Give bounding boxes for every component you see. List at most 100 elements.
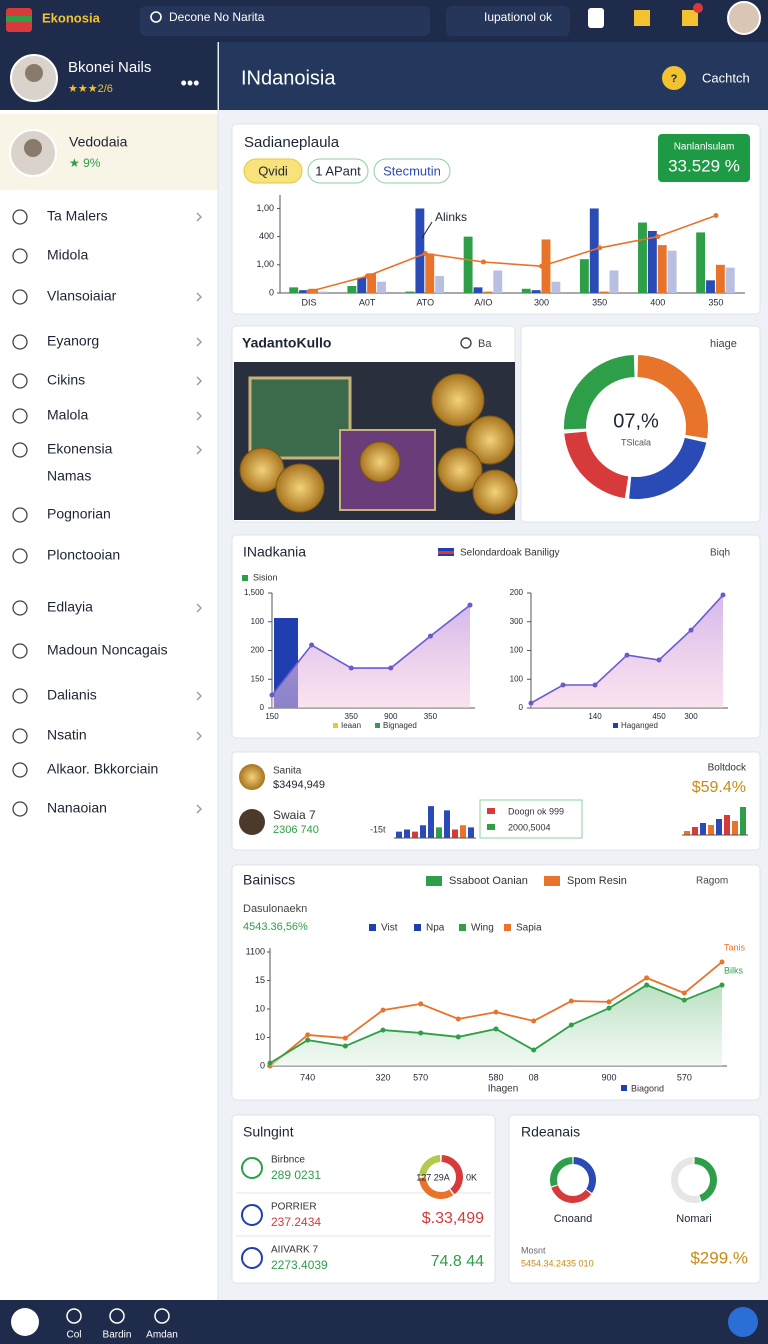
- label: Bignaged: [383, 721, 417, 730]
- label: Birbnce: [271, 1155, 305, 1166]
- icon[interactable]: [588, 8, 604, 28]
- label[interactable]: hiage: [710, 338, 737, 350]
- icon[interactable]: [634, 10, 650, 26]
- chevron: [196, 337, 202, 347]
- menu-item[interactable]: Namas: [47, 468, 91, 484]
- label: Bainiscs: [243, 872, 295, 888]
- home-button[interactable]: [11, 1308, 39, 1336]
- search-icon: [460, 337, 472, 349]
- label: Iupationol ok: [484, 10, 553, 24]
- y-tick-label: 0: [269, 287, 274, 297]
- x-tick-label: 150: [265, 712, 279, 721]
- x-tick-label: 08: [529, 1072, 539, 1082]
- help-icon[interactable]: [662, 66, 686, 90]
- more-icon[interactable]: •••: [181, 73, 200, 93]
- point: [380, 1007, 386, 1013]
- label: ★ 9%: [69, 156, 101, 170]
- chevron: [196, 804, 202, 814]
- menu-item[interactable]: Cikins: [47, 372, 85, 388]
- menu-item[interactable]: Dalianis: [47, 687, 97, 703]
- label[interactable]: Biqh: [710, 548, 730, 559]
- menu-item[interactable]: Malola: [47, 407, 88, 423]
- bar: [347, 285, 357, 293]
- label: Sulngint: [243, 1124, 294, 1140]
- nav-icon[interactable]: [66, 1308, 82, 1324]
- chip[interactable]: [243, 158, 303, 184]
- y-tick-label: 200: [251, 646, 265, 655]
- point: [427, 633, 433, 639]
- label: 4543.36,56%: [243, 921, 308, 933]
- label: ★★★2/6: [68, 83, 113, 95]
- chevron: [196, 445, 202, 455]
- donut-segment: [551, 1185, 592, 1203]
- chevron: [196, 691, 202, 701]
- menu-icon: [12, 762, 28, 778]
- menu-icon: [12, 643, 28, 659]
- nav-icon[interactable]: [154, 1308, 170, 1324]
- menu-item[interactable]: Vlansoiaiar: [47, 288, 117, 304]
- bar: [657, 245, 667, 293]
- menu-icon: [12, 801, 28, 817]
- legend-swatch: [242, 575, 248, 581]
- legend-swatch: [438, 551, 454, 554]
- menu-icon: [12, 373, 28, 389]
- menu-item[interactable]: Edlayia: [47, 599, 93, 615]
- menu-item[interactable]: Madoun Noncagais: [47, 642, 168, 658]
- point: [681, 990, 687, 996]
- bar: [692, 827, 698, 835]
- avatar[interactable]: [727, 1, 761, 35]
- point: [364, 273, 370, 279]
- x-tick-label: 320: [375, 1072, 390, 1082]
- menu-item[interactable]: Alkaor. Bkkorciain: [47, 761, 158, 777]
- menu-item[interactable]: Nsatin: [47, 727, 87, 743]
- point: [531, 1018, 537, 1024]
- legend-swatch: [426, 876, 442, 886]
- label[interactable]: Ragom: [696, 876, 728, 887]
- nav-label[interactable]: Bardin: [103, 1330, 132, 1341]
- nav-label[interactable]: Amdan: [146, 1330, 178, 1341]
- menu-item[interactable]: Pognorian: [47, 506, 111, 522]
- nav-label[interactable]: Col: [66, 1330, 81, 1341]
- label[interactable]: Ba: [478, 338, 492, 350]
- point: [418, 1030, 424, 1036]
- label: Sanita: [273, 766, 302, 777]
- action-button[interactable]: [728, 1307, 758, 1337]
- x-tick-label: 350: [424, 712, 438, 721]
- bar: [579, 259, 589, 293]
- series-label: Bilks: [724, 965, 744, 975]
- icon[interactable]: [682, 10, 698, 26]
- nav-icon[interactable]: [109, 1308, 125, 1324]
- menu-item[interactable]: Nanaoian: [47, 800, 107, 816]
- chip[interactable]: [307, 158, 369, 184]
- donut-segment: [419, 1177, 454, 1199]
- point: [422, 251, 428, 257]
- bar: [667, 250, 677, 293]
- point: [656, 657, 662, 663]
- bar: [405, 291, 415, 293]
- x-tick-label: 350: [592, 297, 607, 307]
- x-tick-label: 450: [652, 712, 666, 721]
- label: Nanlanlsulam: [674, 142, 735, 153]
- label: Ieaan: [341, 721, 361, 730]
- menu-item[interactable]: Midola: [47, 247, 88, 263]
- menu-item[interactable]: Plonctooian: [47, 547, 120, 563]
- label: Doogn ok 999: [508, 806, 564, 816]
- coin-icon: [239, 764, 265, 790]
- label: PORRIER: [271, 1202, 317, 1213]
- point: [681, 997, 687, 1003]
- menu-item[interactable]: Ta Malers: [47, 208, 108, 224]
- x-tick-label: 300: [534, 297, 549, 307]
- area: [272, 605, 470, 708]
- search-box[interactable]: [140, 6, 430, 36]
- bar: [521, 288, 531, 293]
- status-box[interactable]: [446, 6, 570, 36]
- label: Swaia 7: [273, 808, 316, 822]
- menu-item[interactable]: Eyanorg: [47, 333, 99, 349]
- point: [269, 692, 275, 698]
- bar: [428, 806, 434, 838]
- legend-box: [479, 799, 583, 839]
- chip[interactable]: [373, 158, 451, 184]
- menu-item[interactable]: Ekonensia: [47, 441, 113, 457]
- label: Ssaboot Oanian: [449, 875, 528, 887]
- point: [713, 213, 719, 218]
